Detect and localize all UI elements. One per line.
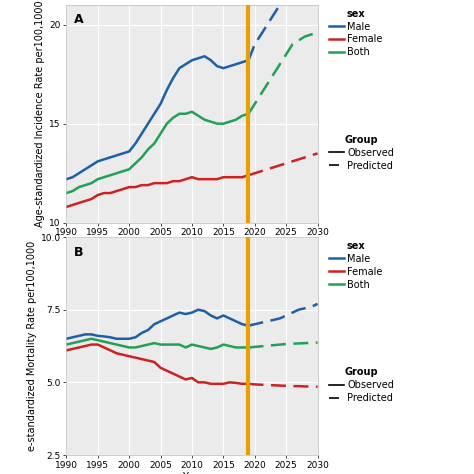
- X-axis label: Year: Year: [182, 473, 202, 474]
- Legend: Observed, Predicted: Observed, Predicted: [325, 364, 398, 407]
- Y-axis label: Age-standardized Incidence Rate per100,1000: Age-standardized Incidence Rate per100,1…: [35, 0, 45, 227]
- Text: A: A: [74, 13, 83, 27]
- X-axis label: Year: Year: [182, 240, 202, 250]
- Y-axis label: e-standardized Mortality Rate per100,1000: e-standardized Mortality Rate per100,100…: [27, 241, 36, 451]
- Legend: Observed, Predicted: Observed, Predicted: [325, 131, 398, 175]
- Text: B: B: [74, 246, 83, 259]
